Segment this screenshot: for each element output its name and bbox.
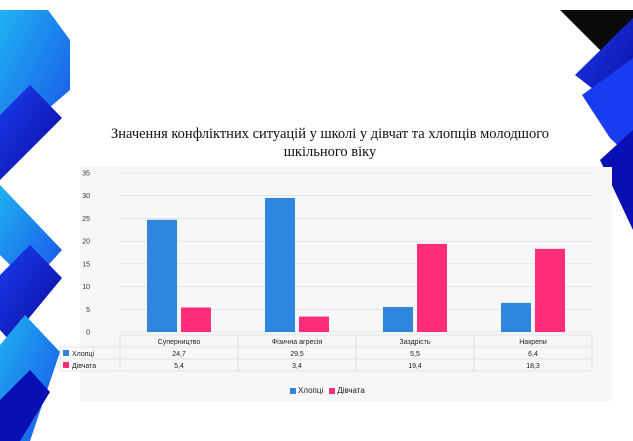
legend-swatch-boys	[290, 387, 296, 394]
data-label: 5,4	[174, 363, 184, 370]
bar	[501, 302, 531, 332]
legend-swatch-girls	[329, 387, 336, 394]
bar	[417, 243, 447, 332]
chart-title-line-1: Значення конфліктних ситуацій у школі у …	[110, 126, 550, 142]
y-tick-label: 20	[82, 239, 90, 246]
table-legend-key	[63, 362, 69, 368]
data-label: 6,4	[528, 351, 538, 358]
data-label: 29,5	[290, 351, 304, 358]
chart-title: Значення конфліктних ситуацій у школі у …	[90, 125, 570, 161]
y-tick-label: 5	[86, 307, 90, 314]
legend-label-boys: Хлопці	[298, 386, 324, 395]
chart-legend: Хлопці Дівчата	[290, 386, 365, 395]
legend-label-girls: Дівчата	[337, 386, 365, 395]
bar	[265, 197, 295, 332]
bar	[147, 219, 177, 332]
x-tick-label: Заздрість	[400, 338, 431, 346]
right-ribbon-shape	[600, 130, 633, 230]
legend-item-girls: Дівчата	[329, 386, 365, 395]
data-label: 19,4	[408, 363, 422, 370]
data-label: 24,7	[172, 351, 186, 358]
y-tick-label: 0	[86, 330, 90, 337]
data-label: 5,5	[410, 351, 420, 358]
table-series-name: Хлопці	[72, 350, 95, 358]
y-tick-label: 25	[82, 216, 90, 223]
x-tick-label: Накрепи	[519, 339, 547, 346]
data-label: 3,4	[292, 363, 302, 370]
y-tick-label: 10	[82, 284, 90, 291]
right-ribbon-shape	[582, 58, 633, 160]
bar	[383, 307, 413, 332]
left-ribbon-shape	[0, 245, 62, 341]
x-tick-label: Суперництво	[158, 339, 201, 346]
bar	[181, 307, 211, 332]
bar	[535, 248, 565, 332]
y-tick-label: 30	[82, 193, 90, 200]
left-ribbon-shape	[0, 85, 62, 180]
left-ribbon-shape	[0, 370, 50, 441]
y-tick-label: 15	[82, 261, 90, 268]
data-label: 18,3	[526, 363, 540, 370]
chart-title-line-2: шкільного віку	[283, 144, 377, 160]
legend-item-boys: Хлопці	[290, 386, 323, 395]
table-legend-key	[63, 350, 69, 356]
table-series-name: Дівчата	[72, 362, 96, 370]
x-tick-label: Фізична агресія	[272, 338, 323, 346]
bar	[299, 316, 329, 332]
y-tick-label: 35	[82, 171, 90, 178]
